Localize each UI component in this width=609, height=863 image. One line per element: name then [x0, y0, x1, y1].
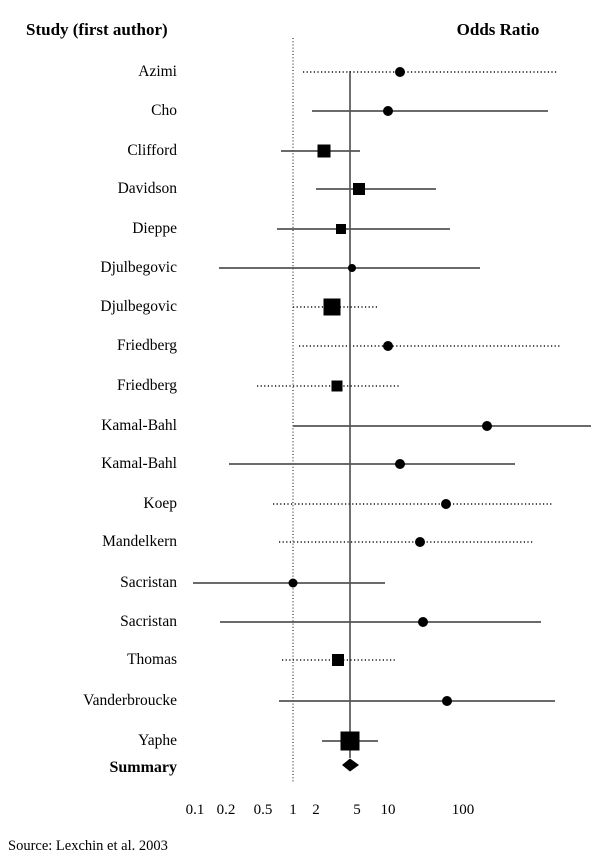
study-marker-circle	[348, 264, 356, 272]
x-tick-label: 0.1	[185, 802, 205, 818]
study-marker-square	[353, 183, 365, 195]
study-marker-circle	[441, 499, 451, 509]
x-tick-label: 0.2	[216, 802, 236, 818]
summary-label: Summary	[109, 759, 177, 776]
x-tick-label: 2	[312, 802, 320, 818]
study-marker-circle	[418, 617, 428, 627]
study-marker-circle	[383, 341, 393, 351]
study-label: Vanderbroucke	[83, 692, 177, 709]
study-label: Clifford	[127, 142, 177, 159]
study-marker-circle	[442, 696, 452, 706]
study-label: Sacristan	[120, 574, 177, 591]
x-tick-label: 5	[353, 802, 361, 818]
study-label: Kamal-Bahl	[101, 455, 177, 472]
study-label: Sacristan	[120, 613, 177, 630]
x-tick-label: 100	[451, 802, 475, 818]
study-marker-circle	[482, 421, 492, 431]
study-marker-circle	[395, 67, 405, 77]
study-marker-square	[331, 380, 343, 392]
odds-ratio-header: Odds Ratio	[456, 20, 540, 39]
study-label: Friedberg	[117, 337, 177, 354]
study-marker-circle	[395, 459, 405, 469]
study-label: Davidson	[117, 180, 177, 197]
study-label: Friedberg	[117, 377, 177, 394]
study-label: Thomas	[127, 651, 177, 668]
study-marker-square	[332, 654, 344, 666]
study-marker-square	[317, 144, 331, 158]
study-marker-square	[323, 298, 341, 316]
study-label: Yaphe	[138, 732, 177, 749]
study-label: Djulbegovic	[100, 259, 177, 276]
x-tick-label: 1	[289, 802, 297, 818]
x-tick-label: 10	[380, 802, 396, 818]
study-label: Dieppe	[132, 220, 177, 237]
study-marker-square	[336, 224, 346, 234]
study-marker-circle	[383, 106, 393, 116]
source-caption: Source: Lexchin et al. 2003	[8, 838, 168, 854]
study-marker-square	[340, 731, 360, 751]
summary-diamond	[342, 758, 359, 772]
study-label: Mandelkern	[102, 533, 177, 550]
study-label: Cho	[151, 102, 177, 119]
study-label: Kamal-Bahl	[101, 417, 177, 434]
study-marker-circle	[288, 578, 298, 588]
study-column-header: Study (first author)	[26, 20, 168, 39]
x-tick-label: 0.5	[253, 802, 273, 818]
study-marker-circle	[415, 537, 425, 547]
study-label: Djulbegovic	[100, 298, 177, 315]
study-label: Azimi	[138, 63, 177, 80]
study-label: Koep	[143, 495, 177, 512]
